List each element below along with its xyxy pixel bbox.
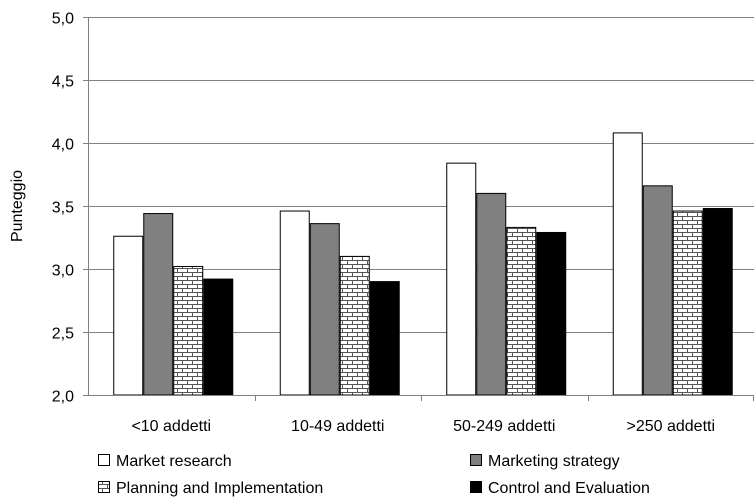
legend-label: Control and Evaluation [488,480,650,497]
legend-label: Planning and Implementation [116,480,323,497]
bar-market-research [279,210,310,396]
bar-marketing-strategy [642,185,673,396]
bar-marketing-strategy [476,192,507,396]
bar-marketing-strategy [309,223,340,396]
x-category-labels: <10 addetti 10-49 addetti 50-249 addetti >2… [131,418,715,435]
bar-planning-and-implementation [173,265,204,396]
legend-label: Marketing strategy [488,453,620,470]
y-tick-labels: 2,0 2,5 3,0 3,5 4,0 4,5 5,0 [52,11,74,406]
legend-swatch [470,481,482,493]
y-tick-label: 3,0 [52,263,74,280]
y-tick-label: 2,5 [52,326,74,343]
legend: Market research Marketing strategy Plannin… [98,453,650,497]
bar-planning-and-implementation [339,255,370,396]
legend-swatch [98,481,110,493]
x-category-label: 10-49 addetti [291,418,384,435]
y-tick-label: 4,0 [52,137,74,154]
bar-market-research [612,132,643,396]
x-category-label: 50-249 addetti [453,418,555,435]
legend-swatch [470,454,482,466]
bar-planning-and-implementation [672,210,703,396]
y-tick-label: 3,5 [52,200,74,217]
y-tick-label: 2,0 [52,389,74,406]
x-category-label: >250 addetti [626,418,715,435]
bar-control-and-evaluation [203,278,234,396]
legend-label: Market research [116,453,232,470]
y-axis-label: Punteggio [9,170,26,242]
bar-control-and-evaluation [369,281,400,396]
bar-marketing-strategy [143,213,174,396]
axes [83,17,754,401]
y-tick-label: 5,0 [52,11,74,28]
bar-market-research [446,162,477,396]
y-tick-label: 4,5 [52,74,74,91]
x-category-label: <10 addetti [131,418,211,435]
legend-swatch [98,454,110,466]
bar-control-and-evaluation [702,208,733,396]
bar-control-and-evaluation [536,231,567,396]
bar-market-research [113,235,144,396]
bar-planning-and-implementation [506,226,537,396]
bars [113,132,733,396]
